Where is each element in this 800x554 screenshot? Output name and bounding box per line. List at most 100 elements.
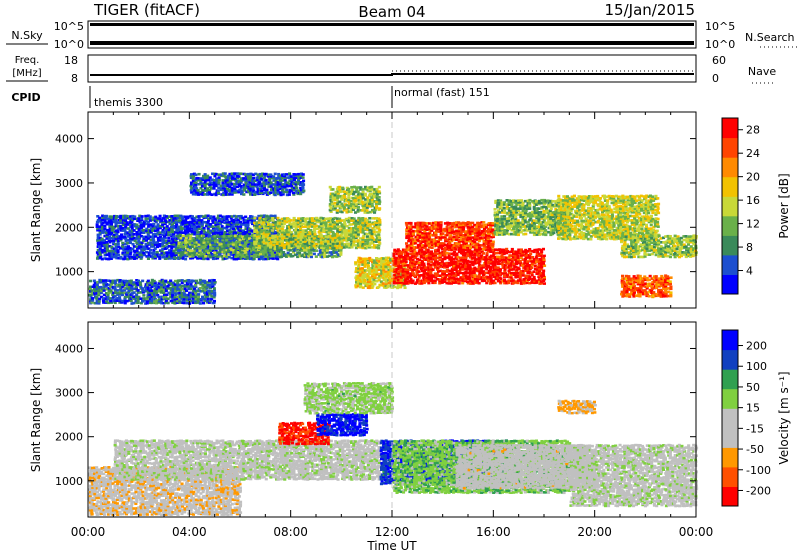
power-echo-cell bbox=[297, 172, 301, 176]
power-echo-cell bbox=[162, 245, 166, 248]
power-echo-cell bbox=[246, 176, 250, 180]
power-echo-cell bbox=[410, 265, 414, 269]
power-echo-cell bbox=[262, 214, 266, 217]
power-echo-cell bbox=[352, 217, 356, 220]
power-echo-cell bbox=[131, 223, 135, 226]
power-echo-cell bbox=[147, 253, 151, 257]
power-echo-cell bbox=[194, 181, 198, 184]
power-echo-cell bbox=[292, 173, 296, 176]
power-echo-cell bbox=[123, 255, 127, 258]
power-echo-cell bbox=[323, 251, 327, 254]
power-echo-cell bbox=[361, 217, 365, 220]
power-echo-cell bbox=[400, 260, 404, 263]
power-echo-cell bbox=[146, 241, 150, 245]
power-echo-cell bbox=[366, 226, 370, 230]
power-echo-cell bbox=[264, 217, 268, 220]
power-echo-cell bbox=[359, 257, 363, 260]
power-echo-cell bbox=[477, 265, 481, 269]
power-echo-cell bbox=[232, 251, 236, 254]
power-echo-cell bbox=[424, 258, 428, 261]
power-echo-cell bbox=[361, 274, 365, 277]
power-echo-cell bbox=[259, 247, 263, 250]
power-echo-cell bbox=[170, 246, 174, 250]
power-echo-cell bbox=[371, 266, 375, 270]
power-echo-cell bbox=[371, 268, 375, 272]
power-echo-cell bbox=[358, 227, 362, 230]
power-echo-cell bbox=[216, 189, 220, 192]
power-echo-cell bbox=[509, 273, 513, 277]
power-echo-cell bbox=[495, 274, 499, 277]
power-echo-cell bbox=[384, 270, 388, 273]
power-echo-cell bbox=[430, 246, 434, 249]
power-echo-cell bbox=[253, 183, 257, 186]
power-echo-cell bbox=[380, 267, 384, 270]
power-echo-cell bbox=[356, 206, 360, 209]
power-echo-cell bbox=[235, 242, 239, 246]
power-echo-cell bbox=[184, 251, 188, 255]
power-echo-cell bbox=[121, 241, 125, 245]
power-echo-cell bbox=[212, 239, 216, 242]
power-echo-cell bbox=[257, 242, 261, 245]
power-echo-cell bbox=[229, 181, 233, 185]
power-echo-cell bbox=[147, 247, 151, 250]
power-echo-cell bbox=[301, 186, 305, 190]
power-echo-cell bbox=[234, 217, 238, 221]
power-echo-cell bbox=[435, 244, 439, 247]
power-echo-cell bbox=[264, 178, 268, 182]
power-echo-cell bbox=[204, 245, 208, 249]
power-echo-cell bbox=[329, 230, 333, 233]
power-echo-cell bbox=[450, 277, 454, 281]
power-echo-cell bbox=[512, 258, 516, 261]
power-echo-cell bbox=[267, 226, 271, 230]
power-echo-cell bbox=[281, 238, 285, 241]
power-echo-cell bbox=[427, 281, 431, 285]
power-echo-cell bbox=[200, 185, 204, 188]
power-echo-cell bbox=[439, 242, 443, 245]
power-echo-cell bbox=[258, 187, 262, 191]
power-echo-cell bbox=[133, 239, 137, 243]
power-echo-cell bbox=[174, 214, 178, 218]
power-echo-cell bbox=[261, 246, 265, 250]
power-echo-cell bbox=[211, 241, 215, 245]
power-echo-cell bbox=[366, 264, 370, 268]
power-echo-cell bbox=[496, 255, 500, 259]
power-echo-cell bbox=[257, 251, 261, 254]
power-echo-cell bbox=[246, 245, 250, 248]
power-echo-cell bbox=[190, 215, 194, 218]
power-echo-cell bbox=[363, 270, 367, 274]
power-echo-cell bbox=[339, 253, 343, 256]
power-echo-cell bbox=[165, 233, 169, 237]
power-echo-cell bbox=[371, 277, 375, 280]
power-echo-cell bbox=[331, 240, 335, 243]
power-echo-cell bbox=[294, 173, 298, 176]
power-echo-cell bbox=[142, 225, 146, 228]
power-echo-cell bbox=[296, 222, 300, 226]
power-echo-cell bbox=[103, 234, 107, 238]
power-echo-cell bbox=[209, 255, 213, 259]
power-echo-cell bbox=[378, 263, 382, 266]
power-echo-cell bbox=[220, 220, 224, 224]
power-echo-cell bbox=[285, 193, 289, 197]
power-echo-cell bbox=[528, 275, 532, 279]
power-echo-cell bbox=[418, 244, 422, 247]
power-echo-cell bbox=[378, 272, 382, 276]
power-echo-cell bbox=[114, 247, 118, 251]
power-echo-cell bbox=[473, 256, 477, 260]
power-echo-cell bbox=[487, 271, 491, 275]
power-echo-cell bbox=[477, 248, 481, 251]
power-echo-cell bbox=[387, 270, 391, 273]
power-echo-cell bbox=[227, 240, 231, 244]
power-echo-cell bbox=[422, 254, 426, 258]
power-echo-cell bbox=[138, 237, 142, 240]
power-echo-cell bbox=[333, 246, 337, 250]
power-echo-cell bbox=[425, 232, 429, 235]
power-echo-cell bbox=[273, 247, 277, 250]
power-echo-cell bbox=[292, 191, 296, 195]
power-echo-cell bbox=[112, 247, 116, 251]
power-echo-cell bbox=[177, 236, 181, 239]
power-echo-cell bbox=[230, 172, 234, 175]
power-echo-cell bbox=[298, 183, 302, 186]
power-echo-cell bbox=[469, 254, 473, 257]
power-echo-cell bbox=[172, 225, 176, 228]
power-echo-cell bbox=[286, 176, 290, 179]
